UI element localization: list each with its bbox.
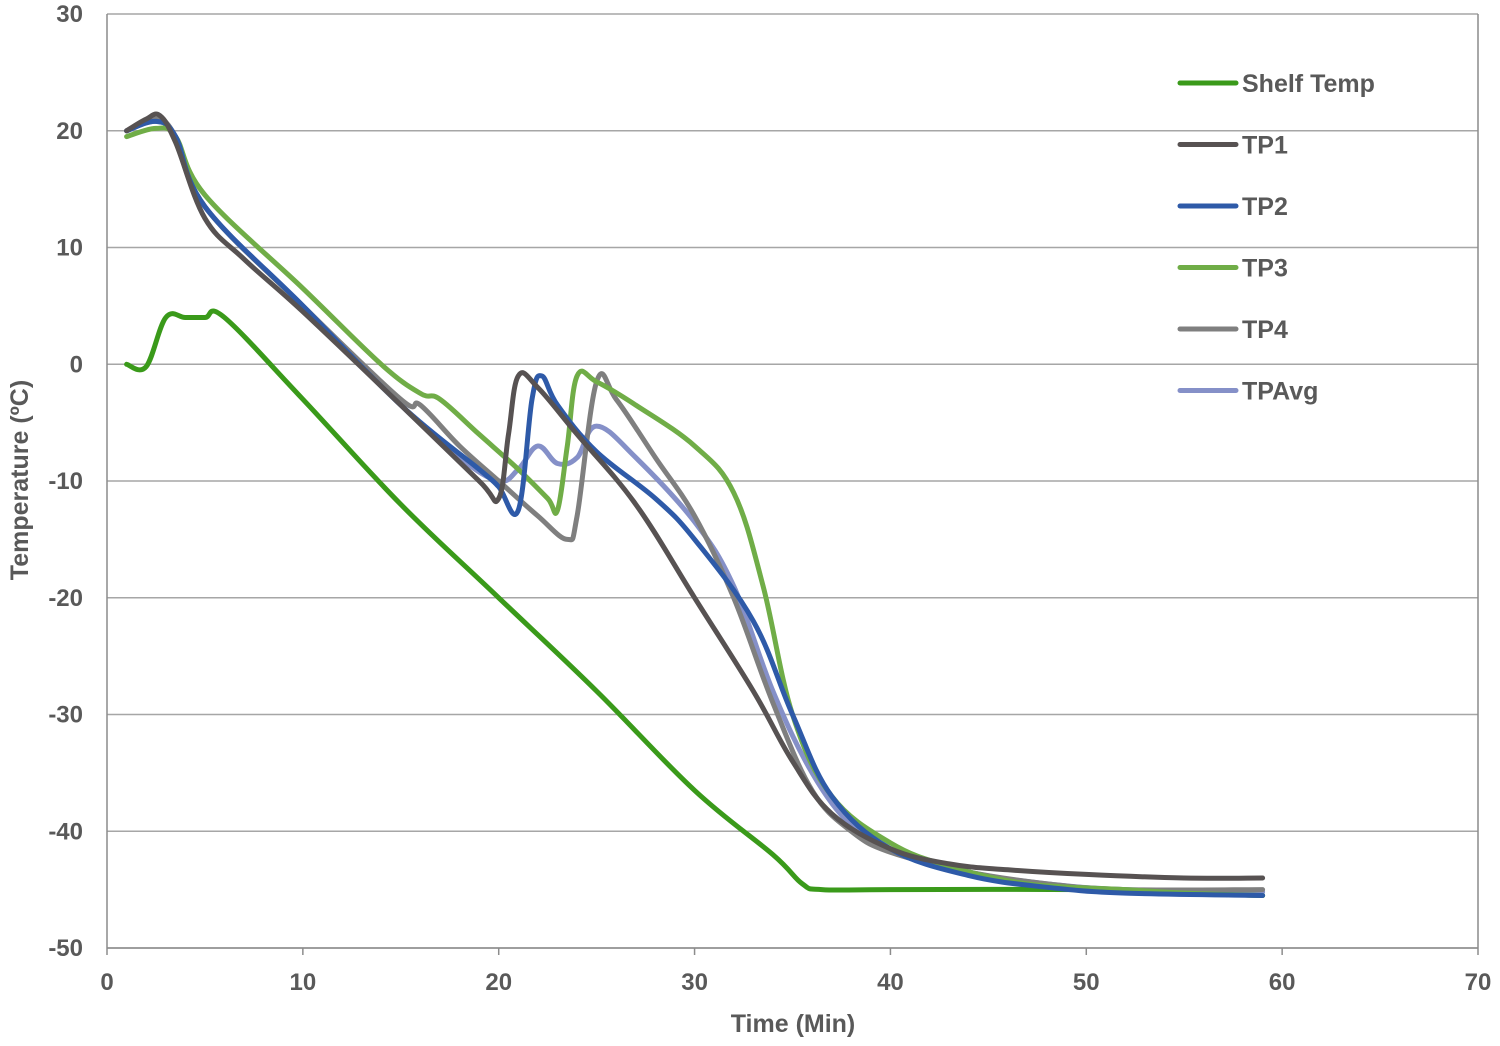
x-tick-label-0: 0 xyxy=(100,969,113,996)
legend-label-tp2: TP2 xyxy=(1242,193,1288,221)
y-axis-title: Temperature (ºC) xyxy=(6,380,34,580)
y-tick-label-20: 20 xyxy=(56,118,83,145)
x-axis-title: Time (Min) xyxy=(731,1010,856,1038)
x-tick-label-50: 50 xyxy=(1073,969,1100,996)
series-line-tp2 xyxy=(124,118,1266,898)
series-line-tp4 xyxy=(124,116,1266,893)
y-tick-label-30: 30 xyxy=(56,1,83,28)
y-tick-label--50: -50 xyxy=(48,935,83,962)
x-tick-label-70: 70 xyxy=(1465,969,1492,996)
y-tick-label--10: -10 xyxy=(48,468,83,495)
tick-labels: -50 -40 -30 -20 -10 0 10 20 30 0 10 20 30 40 50 60 70 xyxy=(48,1,1491,996)
y-tick-label-0: 0 xyxy=(70,351,83,378)
series-lines xyxy=(124,111,1266,898)
series-line-tp1 xyxy=(124,111,1266,881)
y-tick-label-10: 10 xyxy=(56,235,83,262)
x-tick-label-10: 10 xyxy=(290,969,317,996)
series-line-shelf-temp xyxy=(124,308,1266,898)
y-tick-label--40: -40 xyxy=(48,818,83,845)
x-tick-label-30: 30 xyxy=(681,969,708,996)
legend-label-tp4: TP4 xyxy=(1242,316,1288,344)
gridlines xyxy=(107,13,1478,949)
legend-label-tp3: TP3 xyxy=(1242,255,1288,283)
legend-label-shelf-temp: Shelf Temp xyxy=(1242,70,1375,98)
y-tick-label--30: -30 xyxy=(48,702,83,729)
series-line-tpavg xyxy=(124,118,1266,895)
legend-label-tp1: TP1 xyxy=(1242,132,1288,160)
legend-label-tpavg: TPAvg xyxy=(1242,378,1318,406)
x-tick-label-20: 20 xyxy=(485,969,512,996)
x-tick-label-60: 60 xyxy=(1269,969,1296,996)
y-tick-label--20: -20 xyxy=(48,585,83,612)
legend: Shelf Temp TP1 TP2 TP3 TP4 TPAvg xyxy=(1177,70,1375,406)
x-tick-label-40: 40 xyxy=(877,969,904,996)
axes xyxy=(106,14,1479,955)
